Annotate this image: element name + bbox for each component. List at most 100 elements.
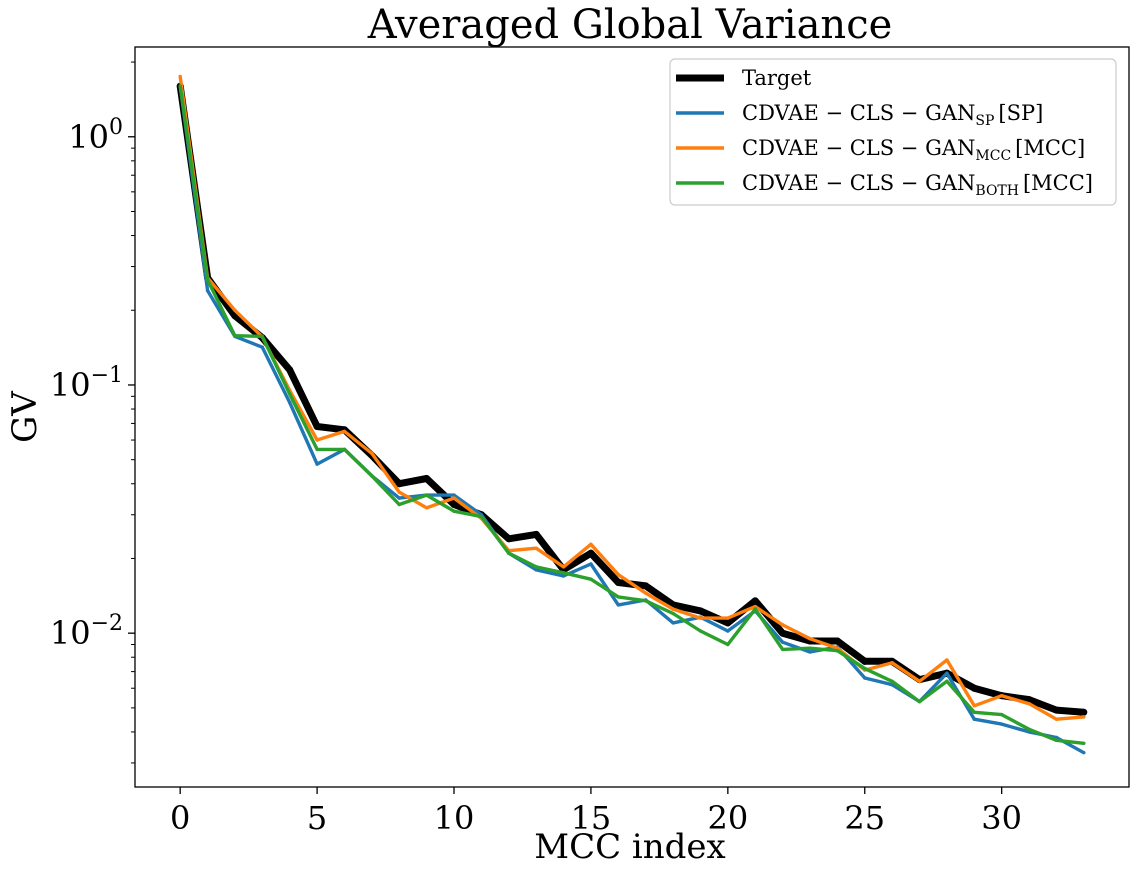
data-point: [1082, 715, 1086, 719]
legend-label-subscript: MCC: [975, 148, 1011, 164]
data-point: [863, 676, 867, 680]
legend-frame: [669, 58, 1117, 206]
data-point: [260, 334, 265, 339]
data-point: [450, 500, 458, 508]
legend-label-bracket: [MCC]: [1023, 171, 1093, 195]
data-point: [698, 629, 703, 633]
data-point: [233, 308, 237, 312]
data-point: [1027, 701, 1031, 706]
data-point: [917, 679, 922, 683]
data-point: [342, 429, 347, 434]
series-points: [178, 84, 1086, 745]
data-point: [397, 496, 401, 500]
data-point: [424, 506, 429, 510]
data-point: [452, 493, 456, 497]
x-tick-label: 25: [844, 799, 885, 837]
data-point: [753, 607, 757, 611]
y-tick-base: 10: [50, 366, 91, 404]
data-point: [780, 640, 785, 644]
data-point: [945, 679, 949, 683]
data-point: [643, 591, 648, 595]
y-tick-label: 10−2: [50, 611, 123, 652]
data-point: [726, 642, 730, 647]
data-point: [178, 84, 182, 88]
data-point: [753, 604, 757, 609]
data-point: [614, 579, 622, 587]
y-tick-exponent: −2: [91, 611, 123, 636]
data-point: [532, 530, 540, 538]
data-point: [1025, 696, 1033, 704]
data-point: [1052, 706, 1060, 714]
data-point: [233, 333, 237, 338]
data-point: [589, 577, 593, 581]
x-tick-label: 30: [981, 799, 1022, 837]
x-axis: 0 5 10 15 20 25 30: [170, 787, 1022, 837]
data-point: [999, 712, 1004, 717]
data-point: [835, 648, 840, 653]
data-point: [808, 650, 812, 654]
legend-label: CDVAE − CLS − GANSP [SP]: [742, 101, 1043, 129]
data-point: [479, 514, 484, 519]
data-point: [423, 474, 431, 482]
legend-label-subscript: SP: [975, 113, 994, 129]
data-point: [561, 571, 566, 575]
data-point: [505, 535, 513, 543]
data-point: [726, 629, 730, 633]
legend-label: Target: [742, 66, 812, 90]
legend-label-bracket: [SP]: [998, 101, 1043, 125]
data-point: [616, 595, 621, 599]
data-point: [863, 666, 867, 671]
data-point: [534, 565, 538, 569]
data-point: [589, 562, 593, 566]
data-point: [945, 671, 949, 675]
data-point: [780, 623, 785, 627]
data-point: [313, 423, 321, 431]
y-tick-base: 10: [68, 118, 109, 156]
legend-label-subscript: BOTH: [975, 183, 1019, 199]
data-point: [395, 480, 403, 488]
y-axis-label: GV: [5, 390, 45, 443]
data-point: [751, 597, 759, 605]
data-point: [589, 542, 593, 547]
data-point: [370, 451, 374, 456]
data-point: [779, 629, 787, 637]
data-point: [507, 551, 511, 555]
data-point: [780, 647, 785, 652]
legend-label-main: CDVAE − CLS − GAN: [742, 101, 975, 125]
data-point: [1054, 717, 1059, 721]
data-point: [315, 447, 319, 452]
data-point: [890, 661, 894, 665]
data-point: [671, 607, 675, 611]
x-tick-label: 0: [170, 799, 190, 837]
data-point: [534, 546, 538, 550]
data-point: [452, 496, 456, 500]
data-point: [587, 549, 595, 557]
legend-label-main: CDVAE − CLS − GAN: [742, 136, 975, 160]
data-point: [861, 657, 869, 665]
data-point: [972, 704, 976, 708]
data-point: [970, 684, 978, 692]
data-point: [698, 616, 703, 620]
data-point: [1080, 708, 1088, 716]
series-line: [178, 76, 1084, 721]
data-point: [561, 565, 566, 569]
data-point: [616, 573, 621, 577]
plot-frame: [134, 46, 1130, 788]
data-point: [616, 603, 621, 607]
data-point: [833, 637, 841, 645]
data-point: [671, 621, 675, 625]
data-point: [260, 345, 265, 349]
data-point: [808, 636, 812, 641]
data-point: [643, 599, 648, 603]
data-point: [315, 438, 319, 442]
data-point: [890, 679, 894, 683]
data-point: [1082, 741, 1086, 745]
data-point: [1054, 738, 1059, 743]
x-tick-label: 5: [307, 799, 327, 837]
data-point: [999, 693, 1004, 698]
x-tick-label: 15: [571, 799, 612, 837]
data-point: [726, 616, 730, 620]
series-line: [178, 85, 1085, 755]
x-tick-label: 10: [434, 799, 475, 837]
data-point: [1027, 727, 1031, 731]
